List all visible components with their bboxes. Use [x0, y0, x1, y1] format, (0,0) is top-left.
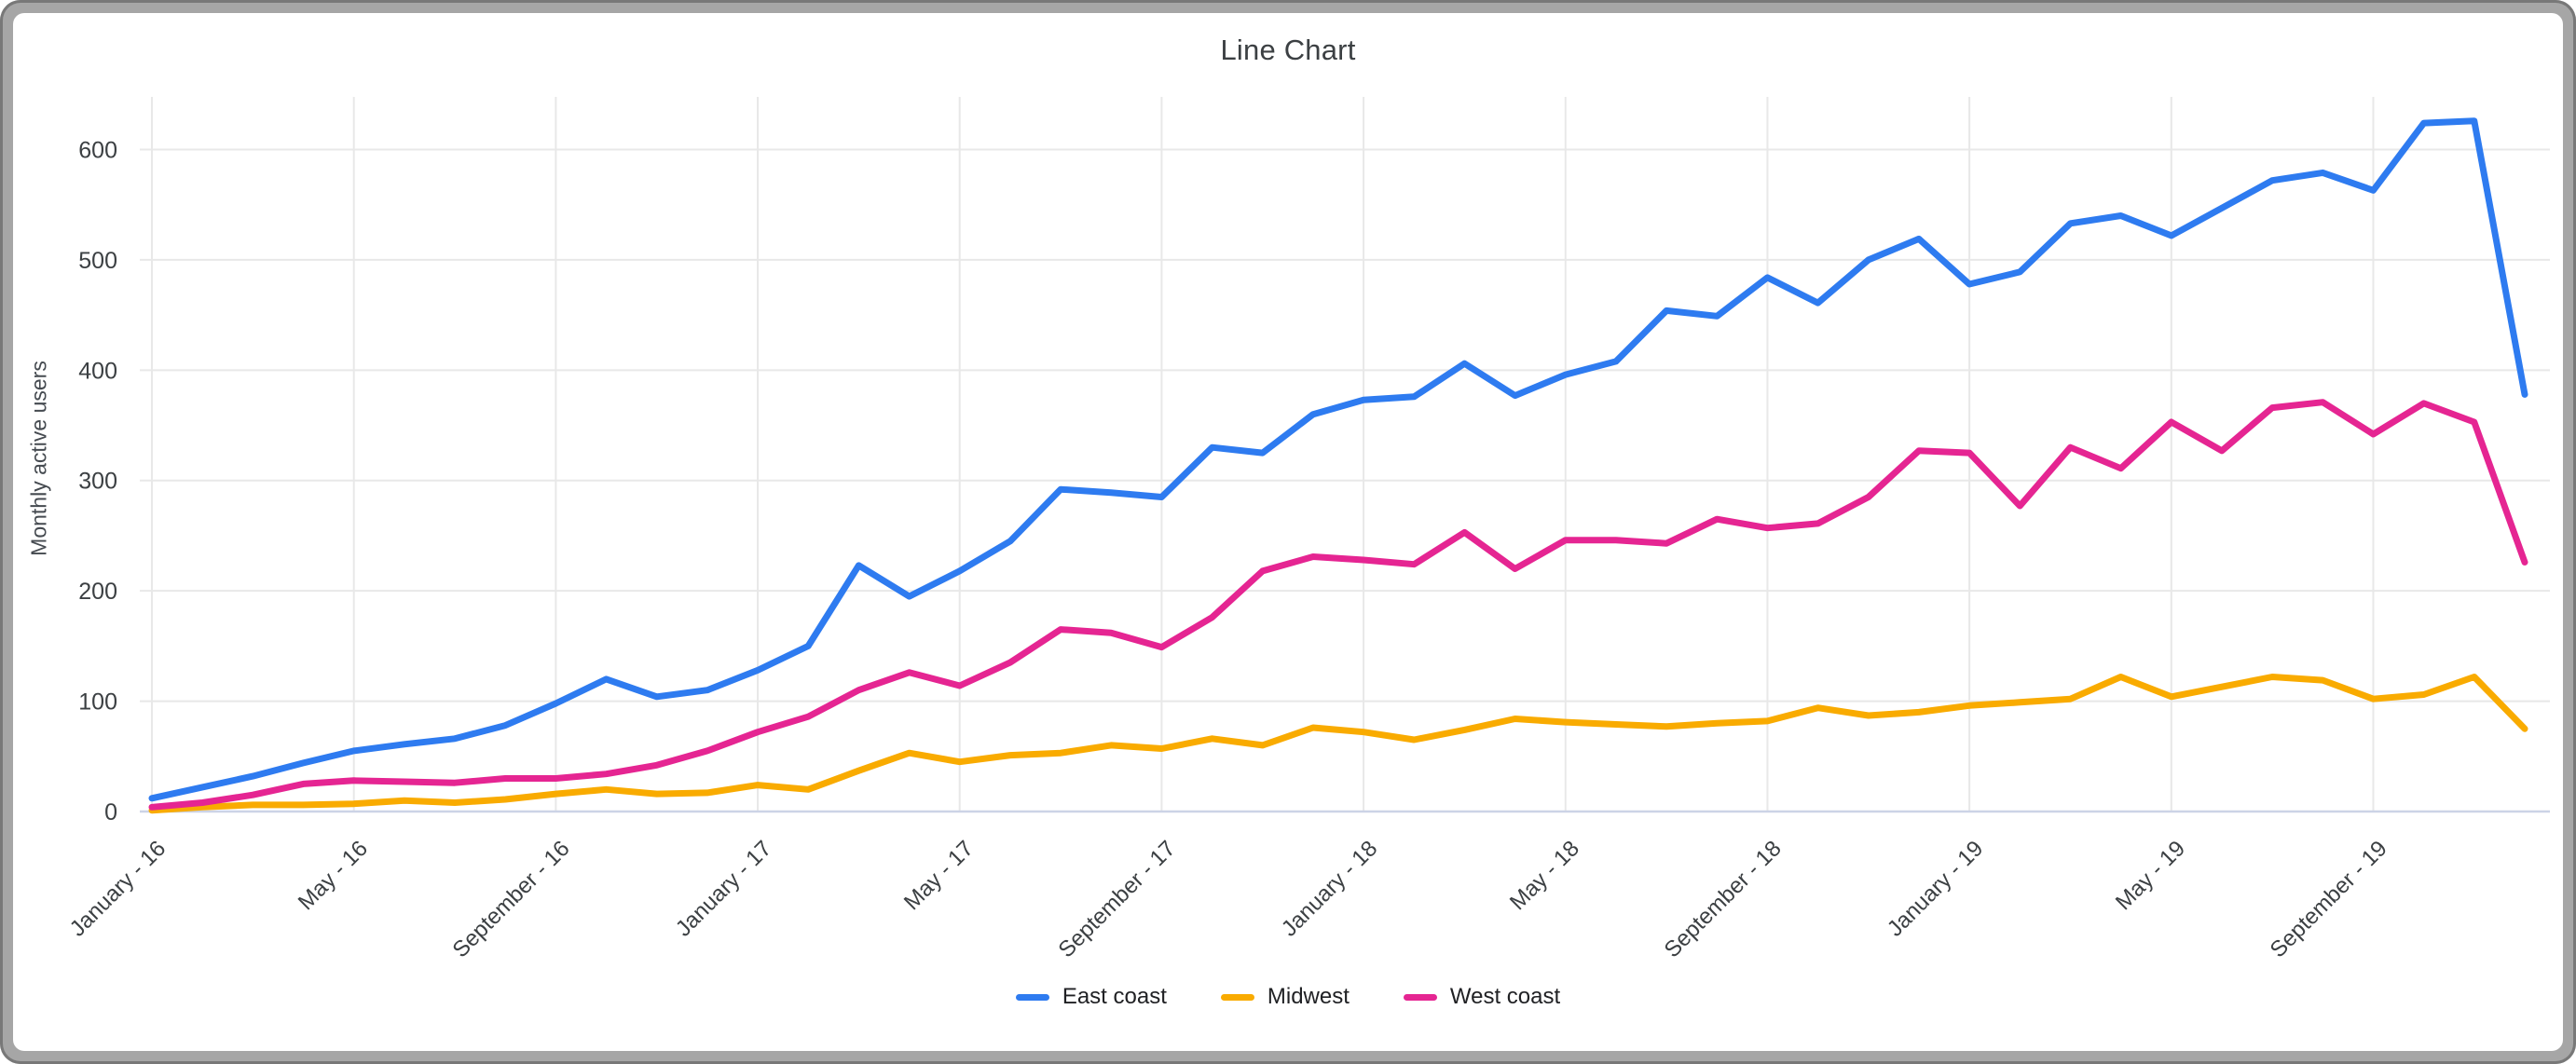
- series-line-west-coast[interactable]: [148, 399, 2528, 811]
- west-coast-line-swatch: [1403, 993, 1437, 1001]
- x-tick-label: September - 17: [1054, 836, 1181, 962]
- y-tick-label: 600: [78, 137, 117, 163]
- x-tick-label: January - 16: [65, 836, 171, 941]
- east-coast-line-swatch: [1015, 993, 1049, 1001]
- legend-label: East coast: [1062, 984, 1167, 1009]
- series-line-midwest[interactable]: [148, 674, 2528, 814]
- y-tick-label: 300: [78, 469, 117, 495]
- x-tick-label: September - 19: [2266, 836, 2392, 962]
- x-tick-label: January - 19: [1883, 836, 1988, 941]
- midwest-line-swatch: [1220, 993, 1254, 1001]
- chart-card: [13, 13, 2563, 1051]
- y-tick-label: 200: [78, 579, 117, 605]
- x-tick-label: May - 17: [899, 836, 979, 915]
- legend-item-midwest[interactable]: Midwest: [1220, 984, 1350, 1010]
- y-tick-label: 500: [78, 248, 117, 274]
- y-tick-label: 400: [78, 358, 117, 384]
- legend-item-west-coast[interactable]: West coast: [1403, 984, 1561, 1010]
- chart-legend: East coast Midwest West coast: [0, 984, 2576, 1010]
- x-tick-label: May - 16: [294, 836, 373, 915]
- legend-label: West coast: [1449, 984, 1561, 1009]
- x-tick-label: September - 18: [1660, 836, 1787, 962]
- x-tick-label: January - 18: [1277, 836, 1382, 941]
- y-tick-label: 100: [78, 689, 117, 716]
- x-tick-label: May - 18: [1505, 836, 1584, 915]
- y-tick-label: 0: [104, 799, 117, 825]
- x-tick-label: September - 16: [448, 836, 575, 962]
- chart-title: Line Chart: [1220, 34, 1356, 66]
- x-tick-label: January - 17: [671, 836, 776, 941]
- x-tick-label: May - 19: [2111, 836, 2190, 915]
- legend-item-east-coast[interactable]: East coast: [1015, 984, 1167, 1010]
- series-line-east-coast[interactable]: [148, 117, 2528, 802]
- legend-label: Midwest: [1267, 984, 1350, 1009]
